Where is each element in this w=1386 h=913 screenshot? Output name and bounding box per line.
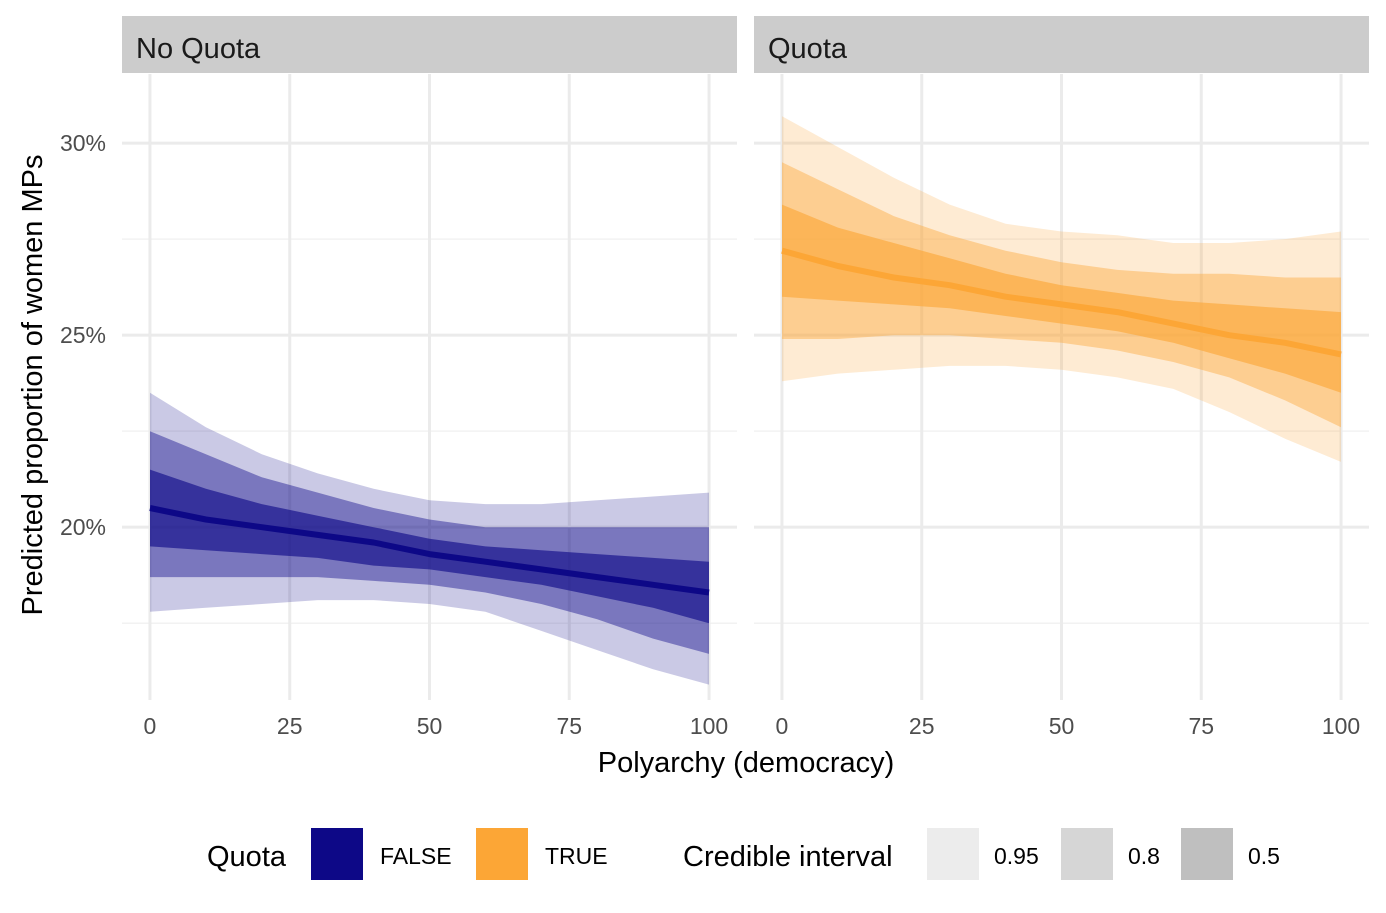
ci-50-band	[782, 204, 1341, 393]
panel-title: No Quota	[136, 33, 261, 65]
gridlines	[122, 74, 737, 700]
x-tick-label: 50	[1049, 713, 1075, 739]
x-tick-label: 100	[1322, 713, 1360, 739]
legend-label: 0.5	[1248, 843, 1280, 869]
legend-key-ci	[1181, 828, 1233, 880]
y-axis-title: Predicted proportion of women MPs	[17, 155, 49, 616]
legend-label: TRUE	[545, 843, 608, 869]
legend: Quota FALSE TRUE Credible interval 0.95 0.8 0.…	[207, 828, 1280, 880]
x-tick-label: 25	[909, 713, 935, 739]
legend-key-false	[311, 828, 363, 880]
x-axis-title: Polyarchy (democracy)	[598, 747, 895, 779]
panel-strip	[754, 16, 1369, 73]
ci-50-band	[150, 469, 709, 624]
legend-key-ci	[927, 828, 979, 880]
x-tick-label: 50	[417, 713, 443, 739]
legend-label: 0.95	[994, 843, 1039, 869]
panel-strip	[122, 16, 737, 73]
ci-95-band	[150, 392, 709, 685]
legend-label: FALSE	[380, 843, 452, 869]
median-line	[781, 247, 1342, 358]
x-tick-label: 25	[277, 713, 303, 739]
panel-quota: Quota 0 25 50 75 100	[754, 16, 1369, 739]
legend-ci-title: Credible interval	[683, 841, 893, 873]
y-tick-label: 30%	[60, 130, 106, 156]
y-tick-label: 20%	[60, 514, 106, 540]
y-tick-label: 25%	[60, 322, 106, 348]
median-line	[149, 505, 710, 596]
panel-no-quota: No Quota 0 25 50 75 100 20% 25% 30%	[60, 16, 737, 739]
x-tick-label: 0	[776, 713, 789, 739]
x-tick-label: 75	[556, 713, 582, 739]
legend-key-ci	[1061, 828, 1113, 880]
x-tick-label: 100	[690, 713, 728, 739]
panel-title: Quota	[768, 33, 848, 65]
x-tick-label: 75	[1188, 713, 1214, 739]
x-tick-label: 0	[144, 713, 157, 739]
legend-quota-title: Quota	[207, 841, 287, 873]
legend-key-true	[476, 828, 528, 880]
legend-label: 0.8	[1128, 843, 1160, 869]
